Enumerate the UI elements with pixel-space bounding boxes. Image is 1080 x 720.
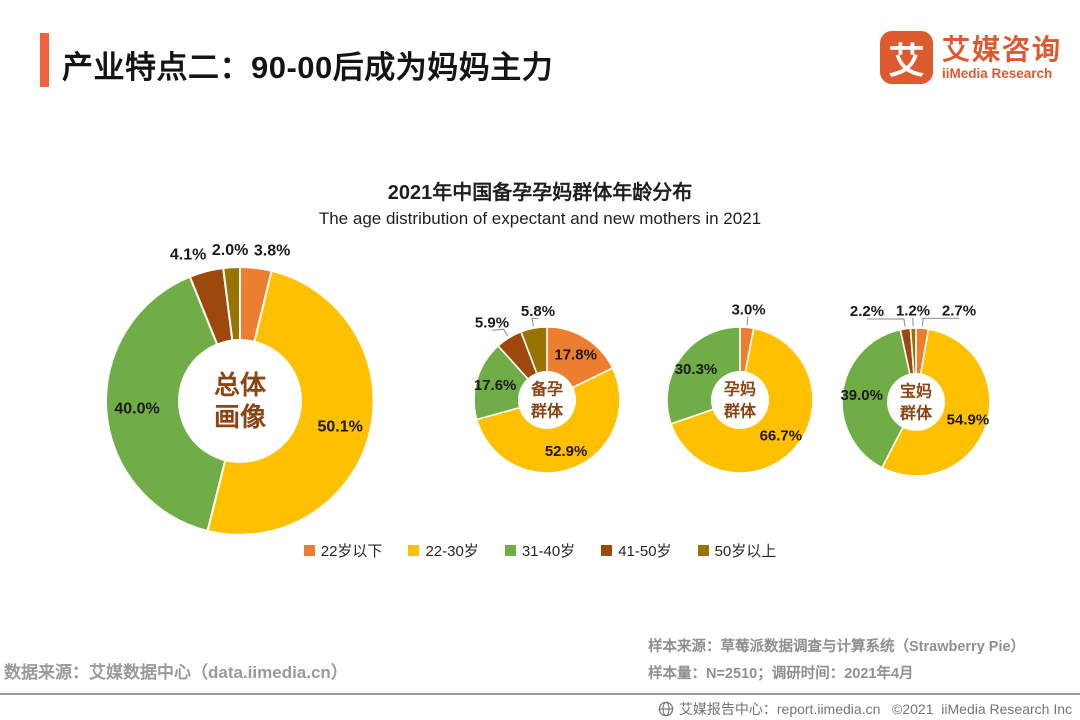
footer-text: 艾媒报告中心：report.iimedia.cn ©2021 iiMedia R… [678,701,1072,717]
donut-chart-3: 66.7% 30.3% 3.0% 孕妈群体 [666,302,814,474]
pie-slice-4 [496,330,548,401]
legend-marker [408,545,420,556]
legend-label: 22岁以下 [320,543,383,560]
label-leader-line [921,317,959,327]
pie-slice-2 [206,269,375,536]
pie-slice-5 [519,326,548,401]
legend-item-5: 50岁以上 [697,540,777,561]
data-label: 50.1% [317,418,362,435]
donut-center-label: 群体 [900,404,933,423]
globe-icon [658,701,674,717]
logo-name-en: iiMedia Research [941,65,1053,81]
donut-center-label: 孕妈 [724,380,756,399]
pie-slice-1 [546,326,614,402]
data-label: 39.0% [840,387,883,404]
donut-center-label: 总体 [214,370,267,400]
data-label: 40.0% [114,401,159,418]
legend-label: 50岁以上 [714,543,777,560]
iimedia-logo: 艾 艾媒咨询 iiMedia Research [879,31,1062,84]
pie-slice-1 [239,265,273,402]
donut-center-label: 备孕 [530,380,563,399]
legend-marker [601,545,613,556]
data-label: 2.2% [850,303,884,320]
label-leader-line [746,316,749,326]
legend-marker [697,545,709,556]
pie-slice-3 [105,275,242,533]
pie-slice-4 [899,327,917,403]
legend-item-4: 41-50岁 [601,540,672,561]
legend-marker [504,545,516,556]
label-leader-line [491,328,509,337]
title-accent-bar [40,33,49,87]
data-label: 52.9% [545,443,588,460]
data-label: 5.8% [521,303,555,320]
sample-size-line: 样本量：N=2510；调研时间：2021年4月 [648,666,914,682]
legend-label: 41-50岁 [618,543,672,560]
legend-item-1: 22岁以下 [303,540,383,561]
chart-title: 2021年中国备孕孕妈群体年龄分布 [387,182,693,204]
donut-hole [711,371,769,429]
donut-center-label: 画像 [214,402,267,432]
donut-center-label: 宝妈 [900,382,932,401]
data-label: 66.7% [760,428,803,445]
legend-label: 31-40岁 [521,543,576,560]
pie-slice-1 [915,327,930,403]
footer: 艾媒报告中心：report.iimedia.cn ©2021 iiMedia R… [658,699,1072,719]
data-label: 2.7% [942,303,976,320]
pie-slice-4 [188,266,241,402]
data-label: 3.8% [254,243,290,260]
sample-source-line: 样本来源：草莓派数据调查与计算系统（Strawberry Pie） [648,639,1026,655]
chart-subtitle: The age distribution of expectant and ne… [318,209,762,228]
logo-name-cn: 艾媒咨询 [941,33,1062,65]
legend-marker [303,545,315,556]
legend-item-2: 22-30岁 [408,540,479,561]
data-label: 4.1% [170,246,206,263]
data-label: 17.6% [474,377,517,394]
data-source-note: 数据来源：艾媒数据中心（data.iimedia.cn） [4,663,348,682]
pie-slice-2 [669,327,814,474]
pie-slice-5 [222,265,241,402]
data-label: 17.8% [554,346,597,363]
pie-slice-5 [909,327,917,403]
logo-text: 艾媒咨询 iiMedia Research [941,33,1062,81]
pie-slice-2 [475,367,621,474]
page-title: 产业特点二：90-00后成为妈妈主力 [62,50,554,85]
pie-slice-2 [880,328,991,477]
data-label: 1.2% [896,302,930,319]
donut-center-label: 群体 [531,402,564,421]
data-label: 3.0% [731,302,765,319]
legend-item-3: 31-40岁 [504,540,576,561]
pie-slice-3 [473,344,549,421]
donut-hole [518,371,576,429]
pie-slice-3 [666,326,741,425]
donut-hole [887,373,945,431]
logo-mark-icon: 艾 [879,31,933,84]
sample-source-note: 样本来源：草莓派数据调查与计算系统（Strawberry Pie） 样本量：N=… [648,634,1025,688]
footer-divider [0,693,1080,695]
pie-slice-3 [841,328,917,469]
data-label: 54.9% [947,412,990,429]
data-label: 2.0% [212,242,248,259]
donut-center-label: 群体 [724,402,757,421]
pie-slice-1 [739,326,755,401]
donut-hole [178,339,302,463]
label-leader-line [531,317,539,327]
label-leader-line [866,318,906,327]
data-label: 5.9% [475,315,509,332]
data-label: 30.3% [675,361,718,378]
legend-label: 22-30岁 [425,543,479,560]
chart-legend: 22岁以下 22-30岁 31-40岁 41-50岁 50岁以上 [0,540,1080,561]
